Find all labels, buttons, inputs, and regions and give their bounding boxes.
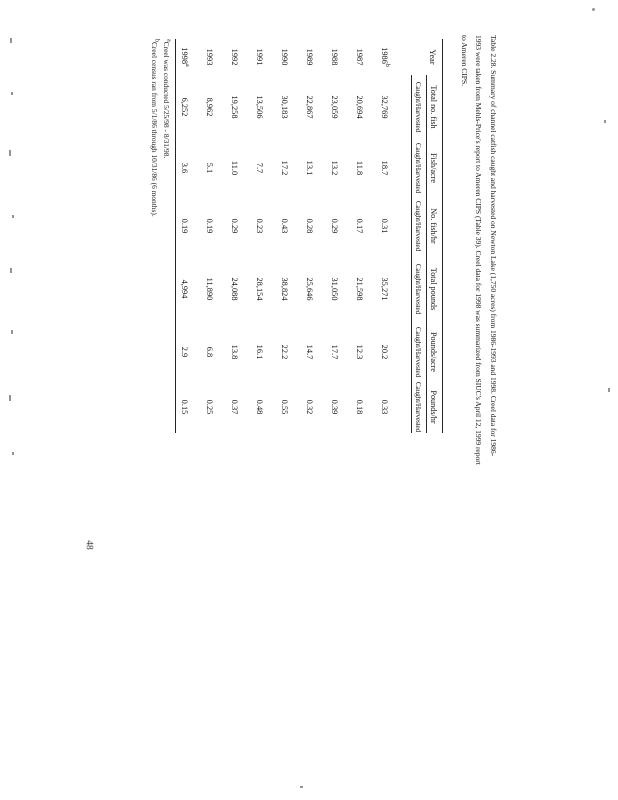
subheader-caught-harvested: Caught/Harvested [412,139,427,197]
cell-pounds-per-acre: 22.2 [280,344,290,360]
rotated-landscape-content: Table 2.28. Summary of channel catfish c… [40,35,500,465]
cell-fish-per-hour: 0.19 [176,197,206,255]
cell-fish-per-hour: 0.17 [355,218,365,234]
cell-fish-per-acre: 11.8 [355,160,365,176]
cell-fish-per-hour: 0.29 [330,218,340,234]
cell-pounds-per-hour: 0.25 [205,399,215,415]
table-caption: Table 2.28. Summary of channel catfish c… [460,35,498,465]
year-value: 1987 [355,48,365,66]
cell-total-pounds: 31,050 [330,277,340,301]
cell-fish-per-hour: 0.28 [305,218,315,234]
cell-fish-per-acre: 13.2 [330,160,340,176]
table-row: 1991 13,506 7.7 0.23 28,154 16.1 0.48 [256,39,281,433]
column-header-pounds-per-acre: Pounds/acre [427,323,443,381]
cell-total-pounds: 25,646 [305,277,315,301]
column-header-year: Year [412,39,443,75]
cell-pounds-per-acre: 20.2 [380,344,390,360]
year-value: 1992 [230,48,240,66]
cell-total-pounds: 11,890 [205,277,215,301]
cell-pounds-per-hour: 0.18 [355,399,365,415]
cell-fish-per-acre: 13.1 [305,160,315,176]
table-row: 1990 30,183 17.2 0.43 38,824 22.2 0.55 [281,39,306,433]
cell-total-fish: 30,183 [280,95,290,119]
table-header-group-row: Year Total no. fish Fish/acre No. fish/h… [412,39,443,433]
cell-pounds-per-hour: 0.39 [330,399,340,415]
table-row: 1988 23,059 13.2 0.29 31,050 17.7 0.39 [331,39,356,433]
creel-data-table: Year Total no. fish Fish/acre No. fish/h… [176,39,444,433]
cell-pounds-per-acre: 13.8 [230,344,240,360]
cell-pounds-per-hour: 0.55 [280,399,290,415]
cell-pounds-per-acre: 2.9 [176,323,206,381]
column-header-total-pounds: Total pounds [427,255,443,323]
cell-total-fish: 32,769 [380,95,390,119]
cell-total-pounds: 28,154 [255,277,265,301]
footnote-a: aCreel was conducted 5/25/98 - 8/31/98. [162,39,172,159]
column-header-pounds-per-hour: Pounds/hr [427,381,443,433]
table-header-sub-row: Caught/Harvested Caught/Harvested Caught… [412,39,427,433]
footnote-marker: a [184,64,191,67]
table-row: 1986b 32,769 18.7 0.31 35,271 20.2 0.33 [381,39,413,433]
cell-fish-per-acre: 18.7 [380,160,390,176]
cell-pounds-per-acre: 16.1 [255,344,265,360]
cell-pounds-per-acre: 12.3 [355,344,365,360]
cell-total-pounds: 24,088 [230,277,240,301]
table-row: 1998a 6,252 3.6 0.19 4,994 2.9 0.15 [176,39,206,433]
cell-pounds-per-hour: 0.37 [230,399,240,415]
year-value: 1991 [255,48,265,66]
cell-fish-per-hour: 0.31 [380,218,390,234]
cell-fish-per-acre: 11.0 [230,160,240,176]
cell-pounds-per-acre: 6.8 [205,346,215,358]
cell-total-pounds: 21,598 [355,277,365,301]
cell-total-fish: 19,258 [230,95,240,119]
year-value: 1986b [380,47,391,67]
year-value: 1993 [205,48,215,66]
cell-fish-per-acre: 17.2 [280,160,290,176]
cell-fish-per-acre: 5.1 [205,162,215,174]
cell-total-fish: 20,694 [355,95,365,119]
cell-fish-per-acre: 7.7 [255,162,265,174]
footnote-b: bCreel census ran from 5/1/86 through 10… [150,39,160,217]
column-header-fish-per-acre: Fish/acre [427,139,443,197]
cell-pounds-per-acre: 17.7 [330,344,340,360]
page-number: 48 [83,540,94,550]
subheader-caught-harvested: Caught/Harvested [412,381,427,433]
table-row: 1989 22,867 13.1 0.28 25,646 14.7 0.32 [306,39,331,433]
table-row: 1992 19,258 11.0 0.29 24,088 13.8 0.37 [231,39,256,433]
cell-fish-per-hour: 0.19 [205,218,215,234]
cell-fish-per-hour: 0.23 [255,218,265,234]
cell-total-fish: 6,252 [176,75,206,139]
table-row: 1987 20,694 11.8 0.17 21,598 12.3 0.18 [356,39,381,433]
cell-pounds-per-acre: 14.7 [305,344,315,360]
cell-fish-per-hour: 0.43 [280,218,290,234]
table-footnotes: aCreel was conducted 5/25/98 - 8/31/98. … [148,39,173,465]
cell-total-pounds: 35,271 [380,277,390,301]
cell-total-fish: 23,059 [330,95,340,119]
year-value: 1989 [305,48,315,66]
subheader-caught-harvested: Caught/Harvested [412,323,427,381]
cell-pounds-per-hour: 0.48 [255,399,265,415]
year-value: 1988 [330,48,340,66]
subheader-caught-harvested: Caught/Harvested [412,197,427,255]
table-row: 1993 8,962 5.1 0.19 11,890 6.8 0.25 [206,39,231,433]
cell-fish-per-hour: 0.29 [230,218,240,234]
cell-total-fish: 13,506 [255,95,265,119]
subheader-caught-harvested: Caught/Harvested [412,75,427,139]
footnote-marker: b [384,63,391,67]
cell-total-pounds: 38,824 [280,277,290,301]
year-value: 1998a [176,39,206,75]
column-header-total-fish: Total no. fish [427,75,443,139]
cell-pounds-per-hour: 0.15 [176,381,206,433]
cell-total-pounds: 4,994 [176,255,206,323]
cell-pounds-per-hour: 0.32 [305,399,315,415]
subheader-caught-harvested: Caught/Harvested [412,255,427,323]
cell-fish-per-acre: 3.6 [176,139,206,197]
cell-pounds-per-hour: 0.33 [380,399,390,415]
column-header-fish-per-hour: No. fish/hr [427,197,443,255]
year-value: 1990 [280,48,290,66]
cell-total-fish: 8,962 [205,97,215,117]
cell-total-fish: 22,867 [305,95,315,119]
